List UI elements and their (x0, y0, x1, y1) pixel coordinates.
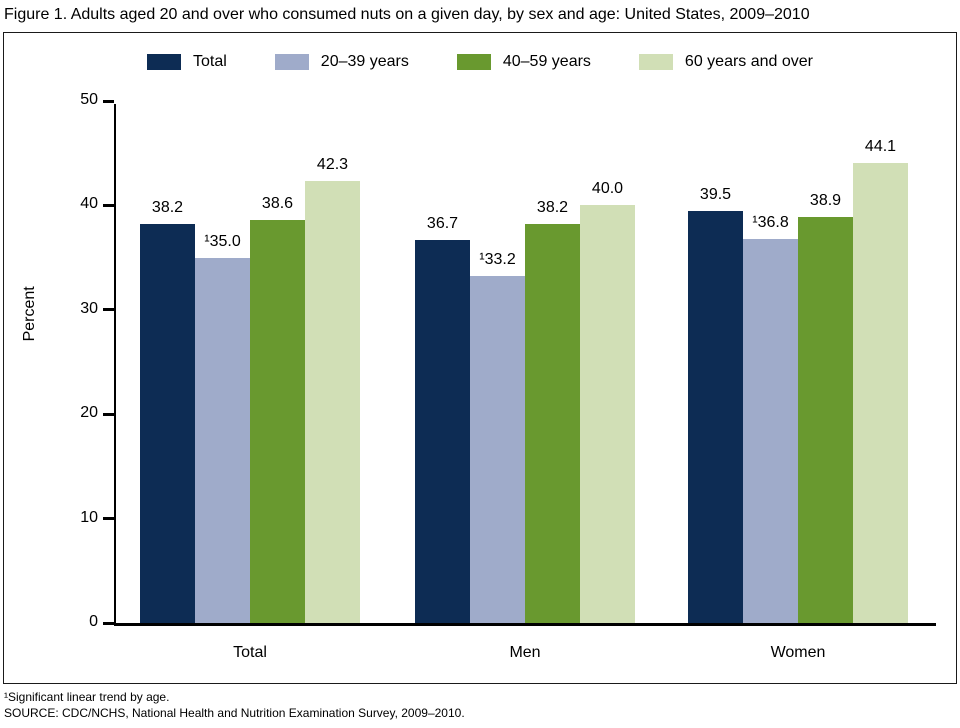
y-axis-tick (103, 621, 114, 625)
bar-total-4: 42.3 (305, 156, 360, 623)
footnotes: ¹Significant linear trend by age. SOURCE… (4, 689, 465, 721)
x-category-label: Men (509, 644, 541, 661)
legend-item-3: 40–59 years (456, 53, 591, 71)
bar-men-1: 36.7 (415, 215, 470, 623)
bar-women-1: 39.5 (688, 186, 743, 623)
bar-group-total: 38.2 ¹35.0 38.6 42.3 Total (140, 104, 360, 661)
bar-value-label: ¹33.2 (479, 251, 516, 269)
bar-group-men: 36.7 ¹33.2 38.2 40.0 Men (415, 104, 635, 661)
bar-men-4: 40.0 (580, 180, 635, 623)
legend-label: 40–59 years (502, 53, 591, 70)
legend-item-1: Total (147, 53, 227, 71)
x-category-label: Women (770, 644, 826, 661)
y-axis-tick (103, 99, 114, 103)
bar-value-label: ¹35.0 (204, 232, 241, 250)
bar-value-label: 38.6 (261, 195, 294, 213)
y-axis-tick-label: 50 (80, 91, 98, 108)
y-axis-tick-label: 10 (80, 508, 98, 526)
legend-label: Total (193, 53, 227, 70)
bar-total-2: ¹35.0 (195, 233, 250, 623)
x-category-label: Total (233, 644, 267, 661)
bar-value-label: 36.7 (426, 214, 459, 232)
y-axis-title: Percent (21, 286, 38, 342)
bar-women-4: 44.1 (853, 138, 908, 623)
bar-men-3: 38.2 (525, 199, 580, 623)
bar-value-label: 38.2 (151, 199, 184, 217)
y-axis-tick-label: 30 (80, 299, 98, 317)
legend-item-4: 60 years and over (638, 53, 813, 71)
bar-value-label: 44.1 (864, 137, 897, 155)
bar-total-1: 38.2 (140, 199, 195, 623)
bar-value-label: 39.5 (699, 185, 732, 203)
legend-swatch-icon (147, 54, 181, 70)
bar-women-3: 38.9 (798, 192, 853, 623)
y-axis-tick (103, 517, 114, 521)
y-axis-tick-label: 20 (80, 404, 98, 422)
figure-title: Figure 1. Adults aged 20 and over who co… (4, 6, 810, 23)
bar-value-label: 40.0 (591, 180, 624, 198)
legend-item-2: 20–39 years (274, 53, 409, 71)
bar-men-2: ¹33.2 (470, 251, 525, 623)
y-axis-tick (103, 308, 114, 312)
legend-swatch-icon (638, 54, 673, 70)
legend-label: 60 years and over (684, 53, 813, 70)
y-axis-tick (103, 203, 114, 207)
bar-value-label: 38.9 (809, 191, 842, 209)
bar-women-2: ¹36.8 (743, 214, 798, 623)
y-axis-tick (103, 412, 114, 416)
bar-value-label: 38.2 (536, 199, 569, 217)
bar-total-3: 38.6 (250, 195, 305, 623)
bar-value-label: ¹36.8 (752, 213, 789, 231)
y-axis-tick-label: 40 (80, 195, 98, 213)
legend: Total 20–39 years 40–59 years 60 years and … (4, 53, 956, 71)
y-axis-tick-label: 0 (89, 613, 98, 630)
plot-area: 0 10 20 30 40 50 38.2 ¹35.0 38.6 42.3 Total 36.7 ¹33… (80, 91, 936, 661)
legend-swatch-icon (274, 54, 309, 70)
footnote-source: SOURCE: CDC/NCHS, National Health and Nu… (4, 706, 465, 720)
legend-swatch-icon (456, 54, 491, 70)
chart-frame: Total 20–39 years 40–59 years 60 years and … (3, 32, 957, 684)
footnote-trend: ¹Significant linear trend by age. (4, 690, 170, 704)
bar-value-label: 42.3 (316, 156, 349, 174)
bar-group-women: 39.5 ¹36.8 38.9 44.1 Women (688, 104, 908, 661)
legend-label: 20–39 years (320, 53, 409, 70)
